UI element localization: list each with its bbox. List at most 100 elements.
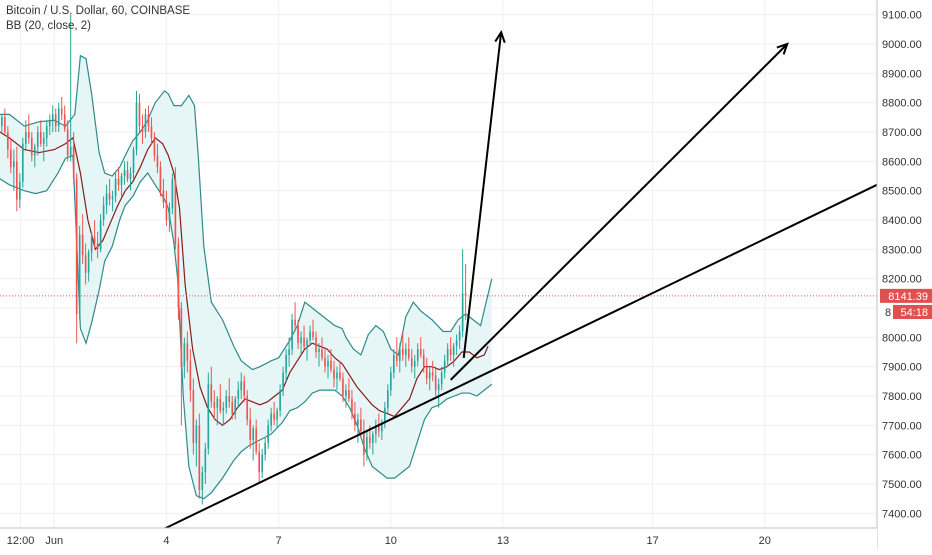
candle-body <box>66 129 69 156</box>
last-price-partial: 8 <box>885 307 891 319</box>
candle-body <box>183 343 186 367</box>
candle-body <box>7 132 9 150</box>
candle-body <box>375 425 377 435</box>
price-tick-label: 8900.00 <box>882 68 922 80</box>
candle-body <box>416 349 419 361</box>
candle-body <box>366 437 368 455</box>
candle-body <box>87 252 90 273</box>
candle-body <box>39 132 42 144</box>
symbol-title[interactable]: Bitcoin / U.S. Dollar, 60, COINBASE <box>6 5 191 17</box>
bollinger-upper-band <box>0 54 493 371</box>
candle-body <box>389 372 392 391</box>
candle-body <box>357 419 359 426</box>
candle-body <box>4 117 6 132</box>
time-axis-labels[interactable]: 12:00 Jun 4 7 10 13 17 20 <box>7 535 771 547</box>
candle-body <box>267 425 269 443</box>
candle-body <box>126 170 129 179</box>
bollinger-lower-band <box>0 154 493 500</box>
candle-body <box>273 413 275 420</box>
candle-body <box>27 132 30 138</box>
candle-body <box>138 102 141 127</box>
candle-body <box>276 410 278 420</box>
candle-body <box>72 146 75 179</box>
candle-body <box>204 448 207 473</box>
candle-body <box>144 114 147 132</box>
last-price-value: 8141.39 <box>888 291 928 303</box>
time-tick-label: 4 <box>163 535 169 547</box>
price-tick-label: 7400.00 <box>882 508 922 520</box>
candle-body <box>300 337 302 344</box>
candle-body <box>219 398 222 411</box>
candle-body <box>461 293 464 332</box>
candle-body <box>279 390 281 411</box>
candle-body <box>228 396 231 402</box>
candle-body <box>345 390 347 396</box>
bollinger-band-fill <box>0 55 492 499</box>
candle-body <box>120 176 123 185</box>
candle-body <box>33 146 36 156</box>
time-axis-background <box>0 528 877 550</box>
candle-body <box>261 454 263 473</box>
candle-body <box>413 360 416 367</box>
candle-body <box>150 126 153 138</box>
candle-body <box>156 155 159 168</box>
candle-body <box>102 205 105 220</box>
candle-body <box>24 132 27 144</box>
candle-body <box>458 331 461 341</box>
candle-body <box>10 149 12 168</box>
candle-body <box>252 428 255 440</box>
candle-body <box>42 137 45 144</box>
price-tick-label: 8700.00 <box>882 127 922 139</box>
candle-body <box>75 178 78 314</box>
candle-body <box>270 413 272 426</box>
candle-body <box>198 425 201 490</box>
arrow-line <box>449 43 788 381</box>
candle-body <box>333 369 335 379</box>
candle-body <box>69 146 72 156</box>
candle-body <box>428 372 431 379</box>
arrow-line <box>462 32 503 358</box>
candle-body <box>189 360 192 391</box>
candle-body <box>395 354 398 361</box>
candle-body <box>105 193 108 206</box>
candle-body <box>54 114 57 127</box>
candle-body <box>437 384 440 391</box>
candle-body <box>291 319 293 350</box>
candle-body <box>57 108 60 127</box>
candle-body <box>384 407 386 423</box>
chart-legend: Bitcoin / U.S. Dollar, 60, COINBASE BB (… <box>6 4 190 34</box>
time-tick-label: 7 <box>276 535 282 547</box>
price-tick-label: 8500.00 <box>882 186 922 198</box>
price-axis-labels[interactable]: 7400.00 7500.00 7600.00 7700.00 7800.00 7900.… <box>882 10 922 521</box>
candle-body <box>440 372 443 385</box>
last-price-badge-bg <box>880 288 932 303</box>
candle-body <box>180 308 183 367</box>
time-tick-label: Jun <box>45 535 63 547</box>
candle-body <box>410 357 413 367</box>
indicator-label[interactable]: BB (20, close, 2) <box>6 20 92 32</box>
candle-body <box>309 331 311 341</box>
candle-body <box>378 425 380 432</box>
drawings[interactable] <box>162 29 878 531</box>
candle-body <box>404 349 407 355</box>
price-tick-label: 8000.00 <box>882 332 922 344</box>
candle-body <box>213 401 216 408</box>
candle-body <box>419 349 422 355</box>
candle-body <box>222 407 225 411</box>
candle-body <box>312 331 314 338</box>
candle-body <box>398 349 401 361</box>
candle-body <box>147 114 150 127</box>
candle-body <box>231 401 234 414</box>
candle-body <box>129 173 132 179</box>
candle-body <box>401 349 404 355</box>
candle-body <box>168 208 171 220</box>
candle-body <box>225 396 228 408</box>
candle-body <box>171 178 174 209</box>
candle-body <box>282 372 284 391</box>
candle-body <box>78 234 81 314</box>
candle-body <box>132 149 135 174</box>
candle-body <box>240 381 243 391</box>
